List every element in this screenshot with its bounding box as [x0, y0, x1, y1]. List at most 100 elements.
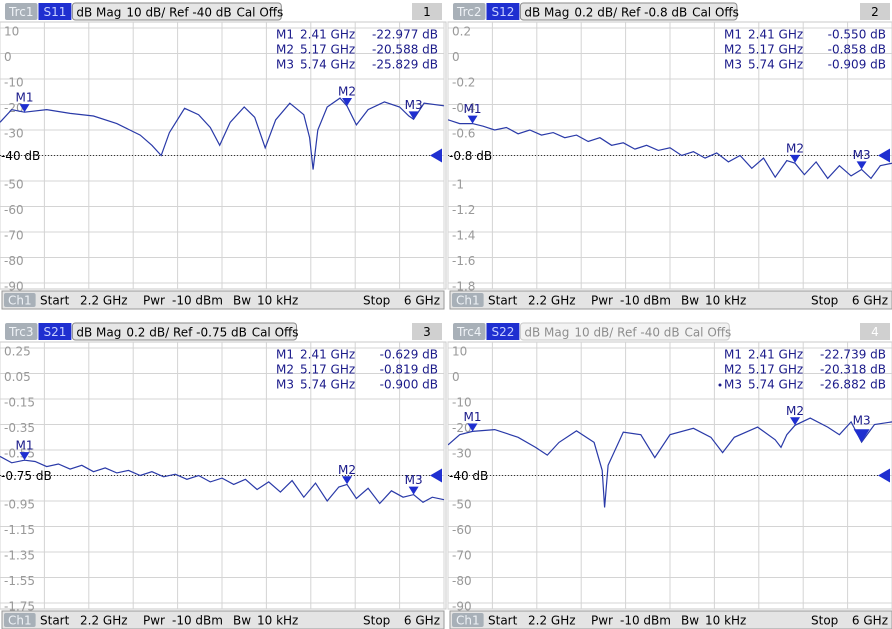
footer-start: Start	[40, 614, 70, 628]
marker-label: M1	[464, 102, 482, 116]
marker-label: M2	[338, 463, 356, 477]
footer-stop_value: 6 GHz	[852, 294, 888, 308]
footer-start_value: 2.2 GHz	[80, 614, 128, 628]
y-tick-label: -0.95	[4, 498, 35, 512]
marker-table-name: M1	[276, 28, 294, 42]
trace-number: 4	[871, 325, 879, 339]
footer-stop: Stop	[811, 614, 838, 628]
marker	[790, 154, 801, 163]
header-scale: 10 dB/ Ref -40 dB	[574, 325, 679, 339]
y-tick-label: -1.6	[452, 254, 475, 268]
header-scale: 0.2 dB/ Ref -0.8 dB	[574, 5, 687, 19]
trace	[448, 417, 892, 508]
marker-table-x: 5.17 GHz	[748, 363, 803, 377]
param-name-bg	[486, 3, 520, 20]
reference-arrow	[878, 148, 890, 163]
trace-name: Trc2	[456, 5, 481, 19]
marker	[342, 97, 353, 106]
marker-table-value: -0.629 dB	[380, 348, 438, 362]
header-info-bg	[71, 2, 282, 21]
param-name: S22	[491, 325, 514, 339]
trace-number: 2	[871, 5, 879, 19]
footer-bg	[1, 610, 445, 629]
param-name-bg	[38, 323, 72, 340]
y-tick-label: -0.15	[4, 396, 35, 410]
param-name-bg	[38, 3, 72, 20]
marker	[467, 115, 478, 124]
trace	[0, 455, 445, 505]
marker-label: M2	[786, 141, 804, 155]
footer-stop: Stop	[363, 614, 390, 628]
channel-name-bg	[4, 293, 36, 307]
marker-table-x: 5.17 GHz	[748, 43, 803, 57]
trace-name-box: Trc2	[453, 3, 486, 20]
y-tick-label: -20	[452, 421, 472, 435]
footer-power_value: -10 dBm	[172, 614, 223, 628]
marker	[853, 429, 870, 443]
trace-number: 3	[423, 325, 431, 339]
header-info: dB Mag 0.2 dB/ Ref -0.8 dB Cal Offs	[519, 2, 739, 21]
marker-label: M3	[853, 414, 871, 428]
marker	[856, 161, 867, 170]
y-tick-label: -90	[4, 280, 24, 294]
reference-label: -0.8 dB	[449, 149, 492, 163]
marker-table-value: -0.858 dB	[828, 43, 886, 57]
marker	[19, 452, 30, 461]
header-info-text: dB Mag 10 dB/ Ref -40 dB Cal Offs	[524, 325, 731, 339]
trace-name-bg	[5, 323, 38, 340]
reference-label: -0.75 dB	[1, 469, 52, 483]
footer-power: Pwr	[143, 294, 165, 308]
y-tick-label: -0.35	[4, 421, 35, 435]
y-tick-label: -90	[452, 600, 472, 614]
marker-table-name: M3	[276, 378, 294, 392]
param-name-box: S22	[486, 323, 520, 340]
header-info: dB Mag 10 dB/ Ref -40 dB Cal Offs	[519, 322, 731, 341]
footer-stop_value: 6 GHz	[404, 294, 440, 308]
channel-name-bg	[452, 293, 484, 307]
header-info-bg	[71, 322, 298, 341]
channel-name: Ch1	[8, 614, 32, 628]
y-tick-label: -1.4	[452, 229, 475, 243]
footer-start: Start	[488, 614, 518, 628]
footer-start_value: 2.2 GHz	[80, 294, 128, 308]
channel-name: Ch1	[456, 294, 480, 308]
marker-label: M1	[16, 439, 34, 453]
marker-table-name: M2	[276, 43, 294, 57]
y-tick-label: -10	[452, 396, 472, 410]
y-tick-label: -0.55	[4, 447, 35, 461]
marker-table-x: 5.17 GHz	[300, 43, 355, 57]
param-name-box: S12	[486, 3, 520, 20]
marker-label: M3	[853, 148, 871, 162]
trace-number-bg	[860, 323, 890, 340]
y-tick-label: -1.15	[4, 523, 35, 537]
y-tick-label: 10	[4, 25, 19, 39]
marker-table-name: M2	[724, 43, 742, 57]
trace-name-bg	[453, 323, 486, 340]
marker-table-name: M3	[724, 378, 742, 392]
footer-stop_value: 6 GHz	[404, 614, 440, 628]
y-tick-label: -1.55	[4, 574, 35, 588]
marker-table-value: -0.550 dB	[828, 28, 886, 42]
footer-power: Pwr	[591, 614, 613, 628]
marker-table-value: -20.588 dB	[372, 43, 438, 57]
marker-table-x: 2.41 GHz	[748, 348, 803, 362]
y-tick-label: -1.35	[4, 549, 35, 563]
header-info: dB Mag 10 dB/ Ref -40 dB Cal Offs	[71, 2, 283, 21]
marker-table-x: 2.41 GHz	[300, 28, 355, 42]
y-tick-label: -30	[4, 127, 24, 141]
footer-bw: Bw	[681, 614, 699, 628]
y-tick-label: 0.05	[4, 370, 31, 384]
y-tick-label: -1.2	[452, 203, 475, 217]
footer-start: Start	[488, 294, 518, 308]
trace-name: Trc3	[8, 325, 33, 339]
marker-label: M2	[338, 84, 356, 98]
y-tick-label: -80	[452, 574, 472, 588]
header-cal: Cal Offs	[684, 325, 731, 339]
header-cal: Cal Offs	[252, 325, 299, 339]
channel-name-box: Ch1	[4, 613, 36, 628]
marker	[790, 417, 801, 426]
marker-table-x: 5.74 GHz	[748, 58, 803, 72]
footer-power: Pwr	[591, 294, 613, 308]
trace-number-bg	[412, 323, 442, 340]
footer-bw: Bw	[233, 614, 251, 628]
